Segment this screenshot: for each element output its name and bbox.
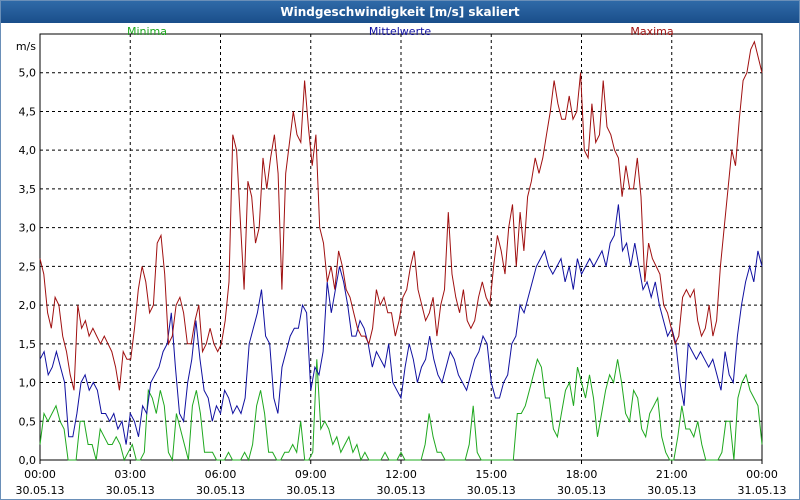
y-axis-label: m/s	[16, 40, 36, 53]
x-tick-time: 21:00	[656, 468, 688, 481]
series-line-maxima	[39, 40, 763, 391]
x-tick-date: 30.05.13	[196, 484, 245, 497]
x-tick-time: 15:00	[475, 468, 507, 481]
x-tick-time: 12:00	[385, 468, 417, 481]
y-tick-label: 4,0	[19, 144, 37, 157]
x-tick-time: 18:00	[566, 468, 598, 481]
y-tick-label: 5,0	[19, 67, 37, 80]
axes: 0,0 0,5 1,0 1,5 2,0 2,5 3,0 3,5 4,0 4,5 5,0 m/s 00:0…	[16, 33, 787, 497]
series-line-mittelwerte	[39, 204, 763, 445]
grid	[40, 33, 762, 461]
x-tick-date: 30.05.13	[377, 484, 426, 497]
legend-minima: Minima	[127, 25, 167, 38]
x-tick-time: 03:00	[114, 468, 146, 481]
plot-border	[39, 33, 763, 461]
x-tick-date: 30.05.13	[16, 484, 65, 497]
y-tick-label: 2,5	[19, 260, 37, 273]
chart-title: Windgeschwindigkeit [m/s] skaliert	[1, 1, 799, 23]
x-tick-date: 30.05.13	[467, 484, 516, 497]
series-line-minima	[39, 357, 763, 462]
y-tick-label: 3,5	[19, 183, 37, 196]
x-tick-time: 00:00	[746, 468, 778, 481]
x-tick-date: 30.05.13	[557, 484, 606, 497]
y-tick-label: 2,0	[19, 299, 37, 312]
y-tick-label: 0,5	[19, 415, 37, 428]
x-tick-time: 06:00	[205, 468, 237, 481]
y-tick-label: 1,5	[19, 338, 37, 351]
legend-maxima: Maxima	[630, 25, 673, 38]
series-lines	[39, 40, 763, 462]
y-tick-label: 0,0	[19, 454, 37, 467]
x-tick-time: 09:00	[295, 468, 327, 481]
x-tick-date: 30.05.13	[106, 484, 155, 497]
x-tick-date: 30.05.13	[286, 484, 335, 497]
y-tick-label: 4,5	[19, 105, 37, 118]
y-tick-label: 1,0	[19, 377, 37, 390]
x-tick-date: 30.05.13	[647, 484, 696, 497]
x-tick-date: 31.05.13	[738, 484, 787, 497]
legend-mittelwerte: Mittelwerte	[369, 25, 432, 38]
legend: Minima Mittelwerte Maxima	[127, 25, 674, 38]
y-tick-label: 3,0	[19, 222, 37, 235]
x-tick-time: 00:00	[24, 468, 56, 481]
